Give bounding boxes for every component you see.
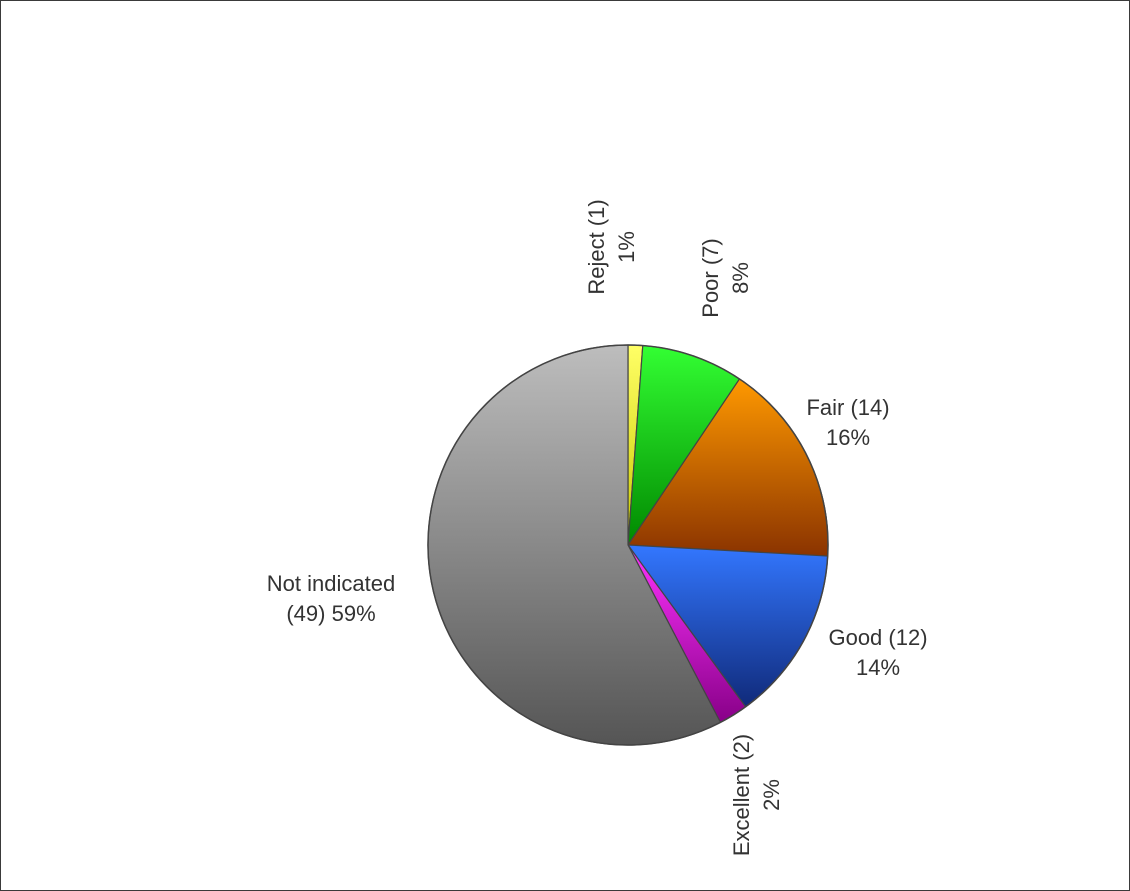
pie-outline — [427, 344, 829, 746]
slice-label-line1: Good (12) — [828, 625, 927, 650]
slice-label-line2: 16% — [826, 425, 870, 450]
slice-label-line2: 8% — [728, 262, 753, 294]
slice-label-line1: Poor (7) — [698, 238, 723, 317]
slice-label-line1: Fair (14) — [806, 395, 889, 420]
slice-label-not-indicated: Not indicated (49) 59% — [267, 571, 395, 626]
slice-label-line1: Not indicated — [267, 571, 395, 596]
slice-label-line2: 1% — [614, 231, 639, 263]
slice-label-fair: Fair (14) 16% — [806, 395, 889, 450]
slice-label-reject: Reject (1) 1% — [584, 199, 639, 294]
slice-label-excellent: Excellent (2) 2% — [729, 734, 784, 856]
slice-label-poor: Poor (7) 8% — [698, 238, 753, 317]
slice-label-good: Good (12) 14% — [828, 625, 927, 680]
slice-label-line2: 14% — [856, 655, 900, 680]
slice-label-line1: Reject (1) — [584, 199, 609, 294]
pie-labels: Reject (1) 1% Poor (7) 8% Fair (14) 16% Good (… — [267, 199, 928, 856]
slice-label-line2: (49) 59% — [286, 601, 375, 626]
slice-label-line2: 2% — [759, 779, 784, 811]
pie-slices — [427, 344, 829, 746]
slice-label-line1: Excellent (2) — [729, 734, 754, 856]
